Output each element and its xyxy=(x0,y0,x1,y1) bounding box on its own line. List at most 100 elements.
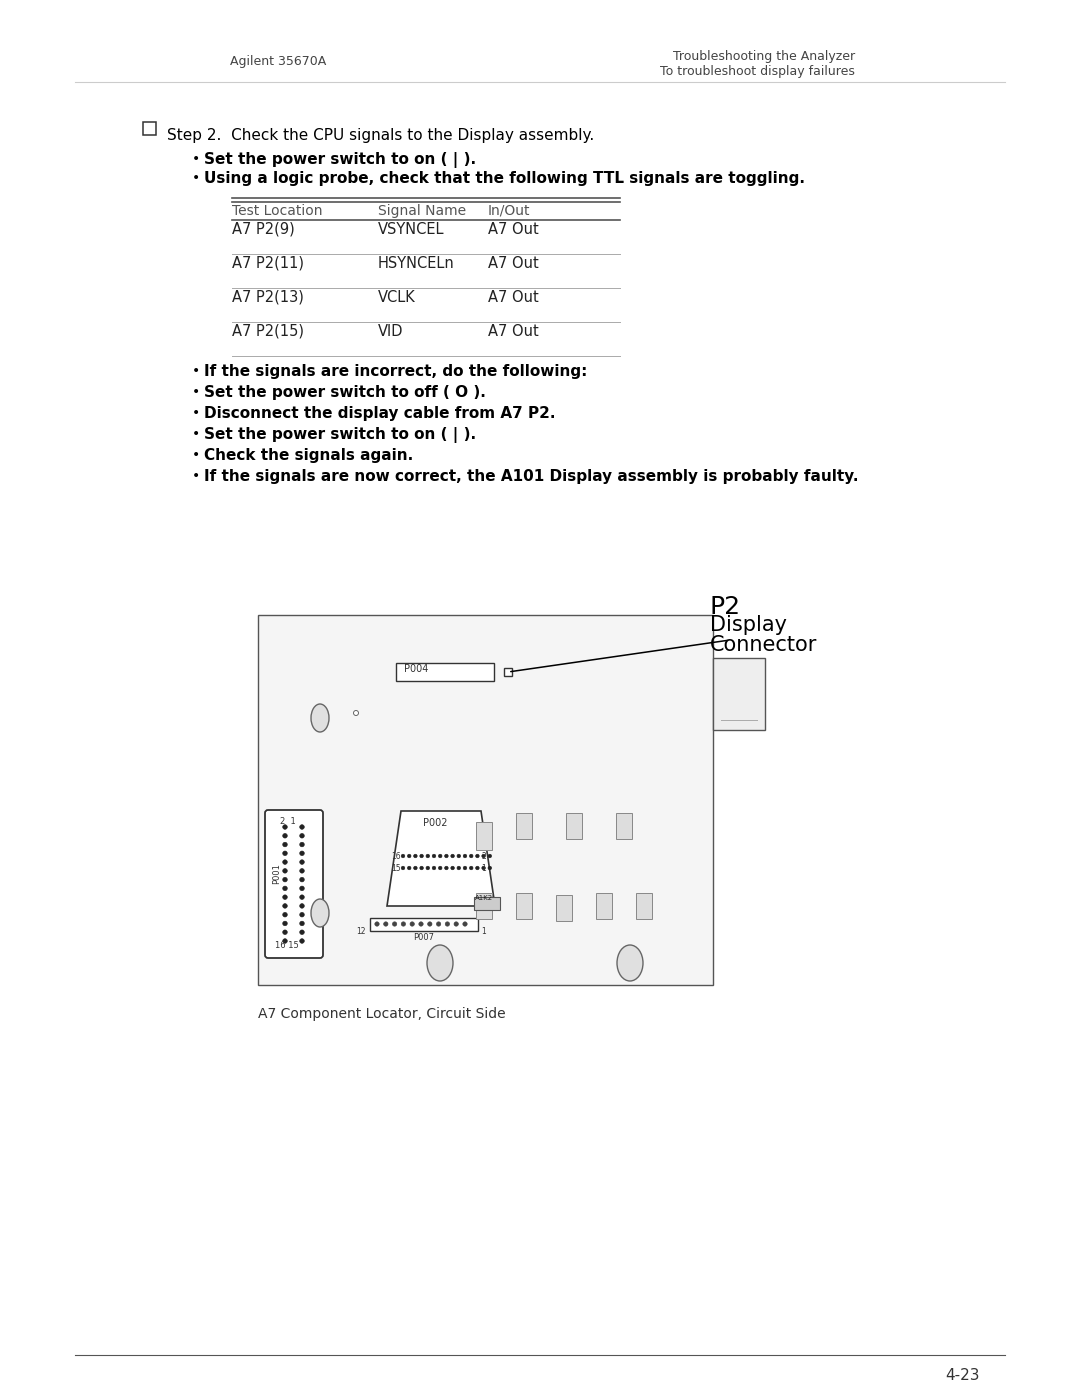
Circle shape xyxy=(300,939,305,943)
Text: A7 P2(9): A7 P2(9) xyxy=(232,222,295,237)
Text: VSYNCEL: VSYNCEL xyxy=(378,222,445,237)
Text: A7 Out: A7 Out xyxy=(488,256,539,271)
Circle shape xyxy=(457,866,460,870)
Text: To troubleshoot display failures: To troubleshoot display failures xyxy=(660,66,855,78)
Text: Agilent 35670A: Agilent 35670A xyxy=(230,54,326,68)
Text: Connector: Connector xyxy=(710,636,818,655)
Circle shape xyxy=(300,921,305,926)
Circle shape xyxy=(432,866,436,870)
Text: Using a logic probe, check that the following TTL signals are toggling.: Using a logic probe, check that the foll… xyxy=(204,170,805,186)
Text: •: • xyxy=(192,407,200,420)
Circle shape xyxy=(283,859,287,865)
Text: Disconnect the display cable from A7 P2.: Disconnect the display cable from A7 P2. xyxy=(204,407,555,420)
Ellipse shape xyxy=(617,944,643,981)
Circle shape xyxy=(470,866,473,870)
Text: Signal Name: Signal Name xyxy=(378,204,467,218)
Circle shape xyxy=(283,869,287,873)
Circle shape xyxy=(300,824,305,830)
Text: Check the signals again.: Check the signals again. xyxy=(204,448,414,462)
Circle shape xyxy=(300,877,305,882)
Circle shape xyxy=(300,895,305,900)
Circle shape xyxy=(420,866,423,870)
Circle shape xyxy=(414,866,417,870)
Text: HSYNCELn: HSYNCELn xyxy=(378,256,455,271)
Text: Step 2.  Check the CPU signals to the Display assembly.: Step 2. Check the CPU signals to the Dis… xyxy=(167,129,594,142)
Circle shape xyxy=(283,930,287,935)
Bar xyxy=(556,895,572,921)
Circle shape xyxy=(300,834,305,838)
Circle shape xyxy=(475,866,480,870)
Text: A7 P2(11): A7 P2(11) xyxy=(232,256,303,271)
Bar xyxy=(476,893,492,919)
Text: 16: 16 xyxy=(391,852,401,861)
Text: P004: P004 xyxy=(404,664,429,673)
Circle shape xyxy=(445,854,448,858)
Circle shape xyxy=(283,834,287,838)
Circle shape xyxy=(482,854,485,858)
Polygon shape xyxy=(387,812,495,907)
Bar xyxy=(516,813,532,840)
Text: A7 Component Locator, Circuit Side: A7 Component Locator, Circuit Side xyxy=(258,1007,505,1021)
Bar xyxy=(476,821,492,849)
Text: Display: Display xyxy=(710,615,787,636)
Circle shape xyxy=(414,854,417,858)
Text: If the signals are incorrect, do the following:: If the signals are incorrect, do the fol… xyxy=(204,365,588,379)
Ellipse shape xyxy=(427,944,453,981)
Circle shape xyxy=(426,866,430,870)
Text: 1: 1 xyxy=(481,863,486,873)
Text: 2  1: 2 1 xyxy=(280,817,296,826)
Circle shape xyxy=(300,851,305,855)
Text: Set the power switch to on ( | ).: Set the power switch to on ( | ). xyxy=(204,427,476,443)
Text: P002: P002 xyxy=(423,819,447,828)
Circle shape xyxy=(283,939,287,943)
Circle shape xyxy=(438,866,442,870)
Text: •: • xyxy=(192,427,200,441)
Bar xyxy=(474,897,500,909)
Circle shape xyxy=(383,922,388,926)
Circle shape xyxy=(407,866,411,870)
Circle shape xyxy=(470,854,473,858)
Circle shape xyxy=(300,930,305,935)
Bar xyxy=(566,813,582,840)
Text: If the signals are now correct, the A101 Display assembly is probably faulty.: If the signals are now correct, the A101… xyxy=(204,469,859,483)
Circle shape xyxy=(283,842,287,847)
Circle shape xyxy=(300,904,305,908)
Text: 2: 2 xyxy=(481,852,486,861)
Bar xyxy=(516,893,532,919)
Text: A7 P2(15): A7 P2(15) xyxy=(232,324,303,339)
Circle shape xyxy=(300,869,305,873)
Circle shape xyxy=(300,886,305,891)
Ellipse shape xyxy=(311,704,329,732)
Text: Troubleshooting the Analyzer: Troubleshooting the Analyzer xyxy=(673,50,855,63)
Circle shape xyxy=(375,922,379,926)
Circle shape xyxy=(450,854,455,858)
Circle shape xyxy=(407,854,411,858)
Text: A7 Out: A7 Out xyxy=(488,222,539,237)
Circle shape xyxy=(463,922,468,926)
Circle shape xyxy=(283,886,287,891)
Circle shape xyxy=(283,824,287,830)
Circle shape xyxy=(401,866,405,870)
Text: Set the power switch to off ( O ).: Set the power switch to off ( O ). xyxy=(204,386,486,400)
Circle shape xyxy=(445,866,448,870)
Text: 12: 12 xyxy=(356,928,366,936)
Circle shape xyxy=(475,854,480,858)
Circle shape xyxy=(463,866,467,870)
Circle shape xyxy=(300,842,305,847)
Text: •: • xyxy=(192,386,200,400)
Text: VCLK: VCLK xyxy=(378,291,416,305)
Circle shape xyxy=(300,859,305,865)
Circle shape xyxy=(353,711,359,715)
Text: A7 Out: A7 Out xyxy=(488,291,539,305)
Bar xyxy=(258,615,713,985)
Bar xyxy=(636,893,652,919)
Text: •: • xyxy=(192,469,200,483)
Circle shape xyxy=(436,922,441,926)
Text: P007: P007 xyxy=(414,933,434,942)
Text: P2: P2 xyxy=(710,595,741,619)
Text: 1: 1 xyxy=(481,928,486,936)
Circle shape xyxy=(463,854,467,858)
Circle shape xyxy=(283,904,287,908)
Text: A1K2: A1K2 xyxy=(475,895,494,901)
Circle shape xyxy=(482,866,485,870)
